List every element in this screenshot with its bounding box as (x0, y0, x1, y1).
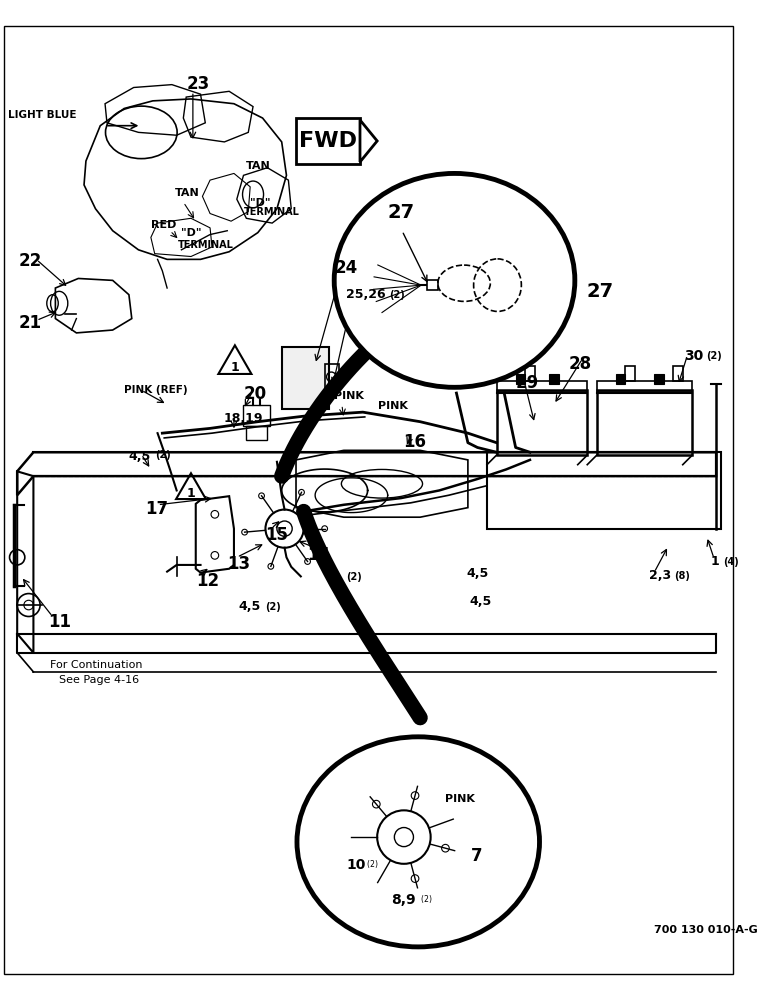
Text: 17: 17 (145, 500, 168, 518)
Bar (296, 118, 360, 164)
Text: $^{(2)}$: $^{(2)}$ (420, 896, 432, 906)
Text: 23: 23 (186, 75, 209, 93)
Text: For Continuation: For Continuation (49, 660, 142, 670)
Text: 6: 6 (330, 572, 338, 585)
Text: 10: 10 (347, 858, 366, 872)
Bar (654, 374, 664, 384)
Text: 29: 29 (516, 374, 539, 392)
Ellipse shape (334, 173, 575, 387)
Text: 18,19: 18,19 (223, 412, 263, 425)
Text: 4,5: 4,5 (466, 567, 488, 580)
Bar (325, 364, 339, 388)
Ellipse shape (297, 737, 540, 947)
Text: PINK: PINK (334, 391, 364, 401)
Text: 8,9: 8,9 (391, 893, 416, 907)
Text: (8): (8) (674, 571, 690, 581)
Text: 700 130 010-A-G: 700 130 010-A-G (654, 925, 758, 935)
Bar (246, 426, 267, 440)
Text: 4,5: 4,5 (239, 600, 261, 613)
Text: 25,26: 25,26 (346, 288, 385, 301)
Bar (496, 381, 587, 392)
Text: 13: 13 (227, 555, 250, 573)
Text: TAN: TAN (246, 161, 271, 171)
Text: 1: 1 (710, 555, 720, 568)
Text: LIGHT BLUE: LIGHT BLUE (8, 110, 76, 120)
Text: (2): (2) (154, 450, 171, 460)
Text: TERMINAL: TERMINAL (243, 207, 300, 217)
Text: 15: 15 (266, 526, 289, 544)
Text: RED: RED (151, 220, 176, 230)
Text: PINK: PINK (445, 794, 475, 804)
Text: 30: 30 (684, 349, 703, 363)
Bar (516, 374, 525, 384)
Bar (282, 347, 330, 409)
Text: $^{(2)}$: $^{(2)}$ (366, 860, 378, 871)
Text: (2): (2) (266, 602, 281, 612)
Text: 27: 27 (586, 282, 614, 301)
Text: 11: 11 (48, 613, 71, 631)
Bar (496, 390, 587, 455)
Text: (4): (4) (723, 557, 739, 567)
Text: 24: 24 (334, 259, 357, 277)
Text: 12: 12 (196, 572, 219, 590)
Text: 1: 1 (187, 487, 195, 500)
Bar (597, 381, 692, 392)
Text: 16: 16 (403, 433, 426, 451)
Bar (427, 280, 438, 290)
Text: PINK (REF): PINK (REF) (124, 385, 188, 395)
Text: 20: 20 (243, 385, 266, 403)
Text: 4,5: 4,5 (470, 595, 492, 608)
Bar (625, 366, 635, 381)
Text: See Page 4-16: See Page 4-16 (59, 675, 139, 685)
Text: (2): (2) (706, 351, 723, 361)
Text: (2): (2) (388, 290, 405, 300)
Text: 2,3: 2,3 (649, 569, 672, 582)
Text: 28: 28 (568, 355, 591, 373)
Bar (525, 366, 535, 381)
Text: TERMINAL: TERMINAL (178, 240, 233, 250)
Polygon shape (360, 120, 378, 162)
Text: (2): (2) (346, 572, 361, 582)
Text: "D": "D" (250, 198, 271, 208)
Text: FWD: FWD (299, 131, 357, 151)
Bar (549, 374, 559, 384)
Text: 4,5: 4,5 (129, 450, 151, 463)
Bar (673, 366, 682, 381)
Text: 14: 14 (307, 546, 330, 564)
Bar (597, 390, 692, 455)
Text: 21: 21 (19, 314, 42, 332)
Text: 27: 27 (388, 203, 415, 222)
Text: "D": "D" (181, 228, 202, 238)
Text: 7: 7 (471, 847, 482, 865)
Text: TAN: TAN (174, 188, 199, 198)
Bar (243, 405, 270, 426)
Text: 22: 22 (19, 252, 42, 270)
Text: 1: 1 (231, 361, 239, 374)
Bar (616, 374, 625, 384)
Text: PINK: PINK (378, 401, 408, 411)
